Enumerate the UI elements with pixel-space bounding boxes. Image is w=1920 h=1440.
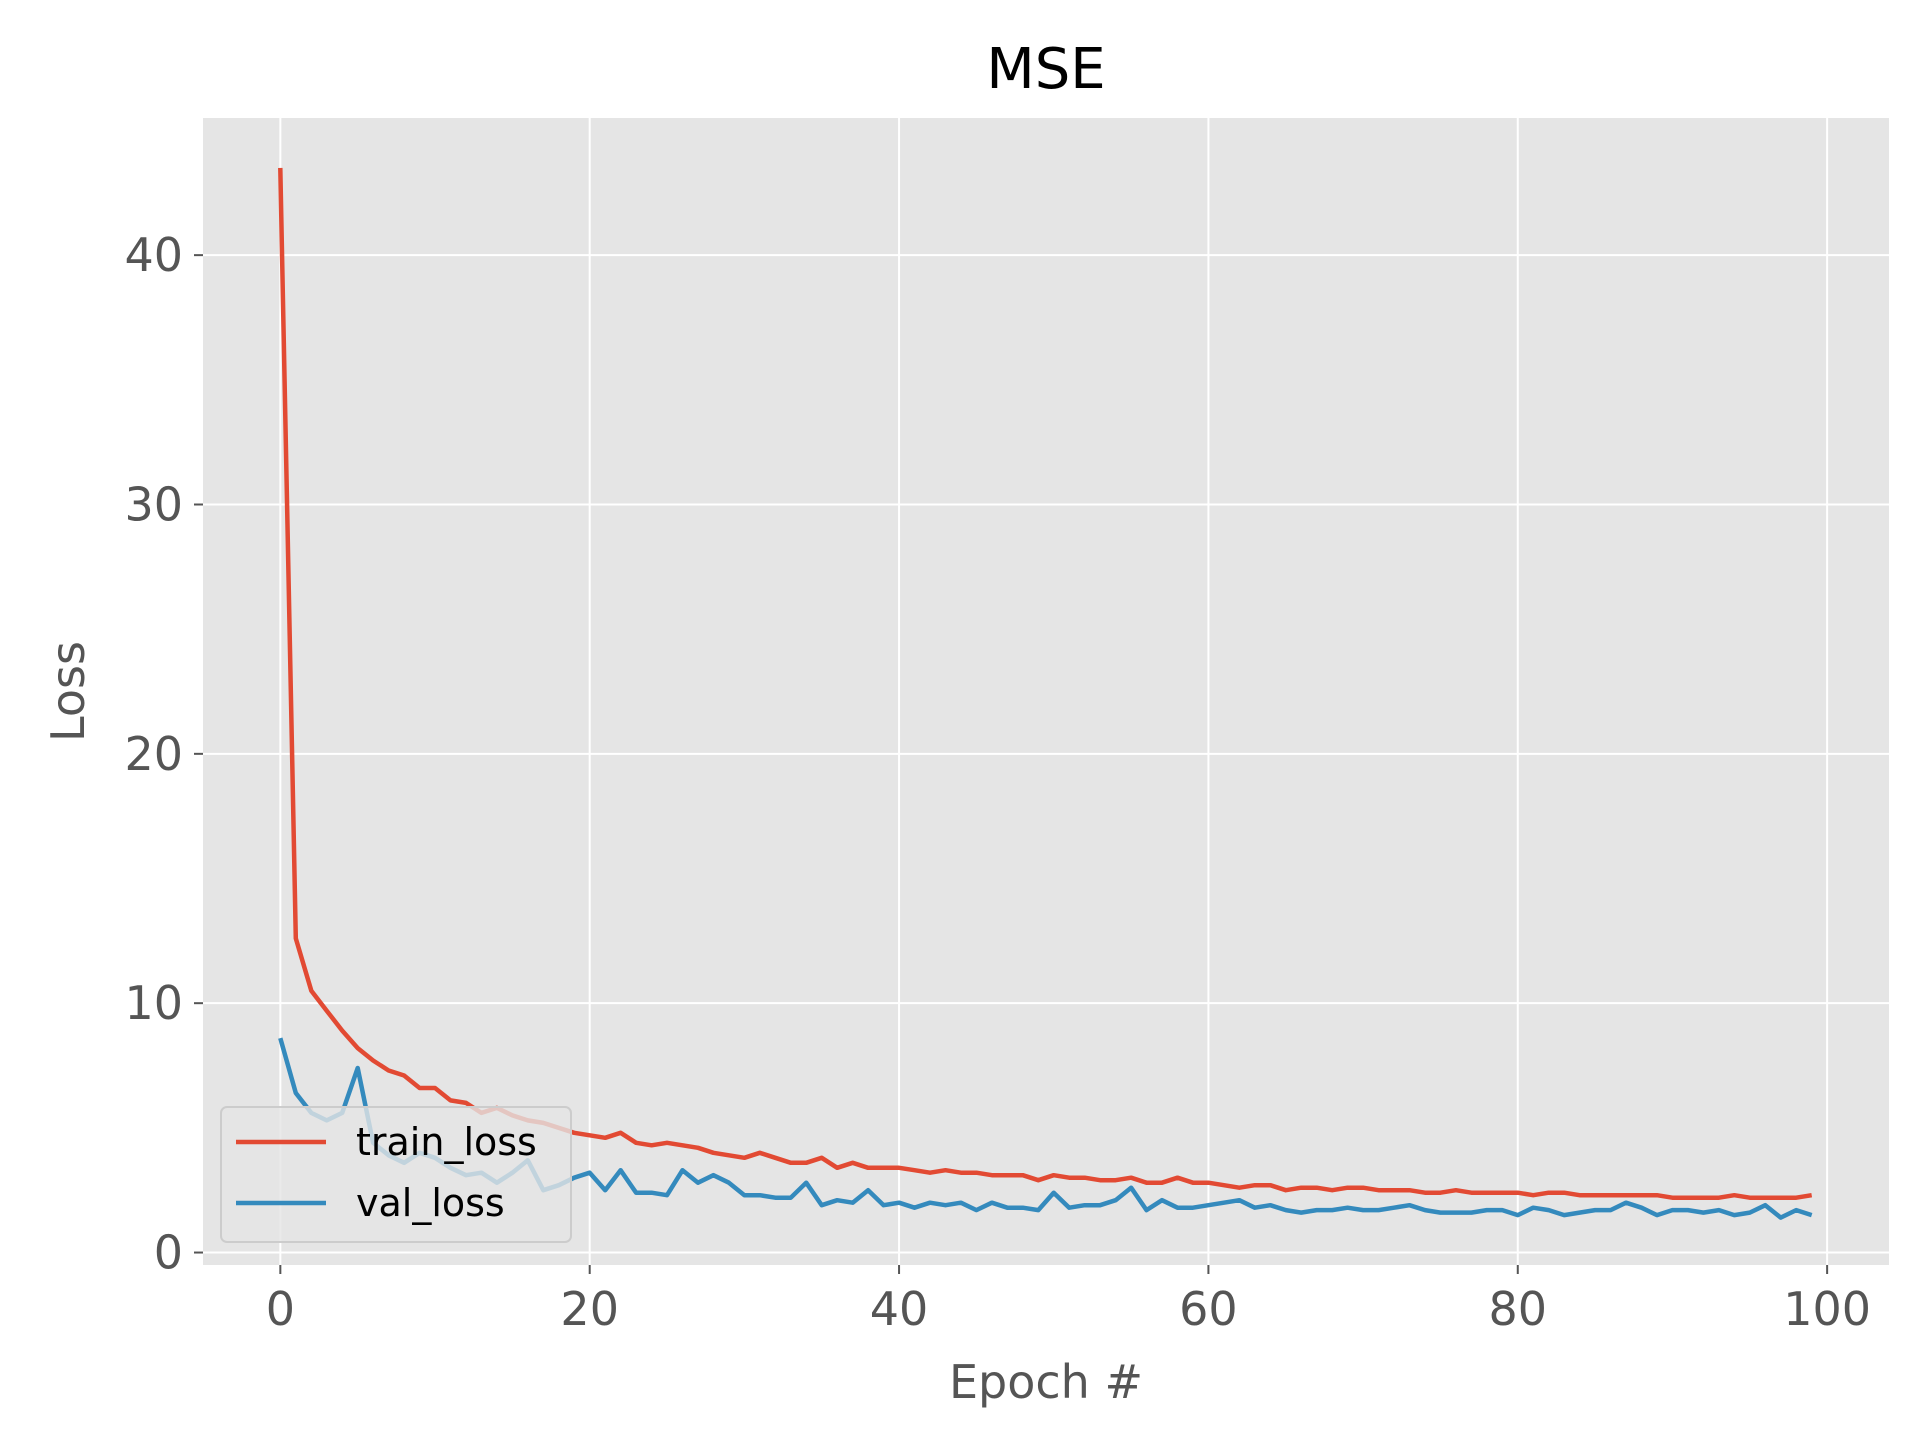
y-tick-label: 30 (124, 477, 183, 531)
axis-ticks: 0 20 40 60 80 100 0 10 20 30 40 (124, 228, 1871, 1336)
legend: train_loss val_loss (220, 1106, 572, 1243)
y-tick-label: 40 (124, 228, 183, 282)
y-tick-label: 10 (124, 976, 183, 1030)
y-axis-label: Loss (41, 641, 95, 742)
x-tick-label: 0 (266, 1282, 295, 1336)
y-tick-label: 0 (154, 1226, 183, 1280)
y-tick-label: 20 (124, 727, 183, 781)
x-tick-label: 80 (1488, 1282, 1547, 1336)
x-tick-label: 100 (1783, 1282, 1871, 1336)
grid-lines (203, 118, 1889, 1265)
x-tick-label: 20 (560, 1282, 619, 1336)
x-tick-label: 60 (1179, 1282, 1238, 1336)
plot-area (203, 118, 1889, 1265)
x-axis-label: Epoch # (949, 1355, 1143, 1409)
legend-label-train-loss: train_loss (356, 1120, 537, 1164)
x-tick-label: 40 (870, 1282, 929, 1336)
legend-label-val-loss: val_loss (356, 1181, 505, 1225)
chart-title: MSE (986, 37, 1105, 102)
